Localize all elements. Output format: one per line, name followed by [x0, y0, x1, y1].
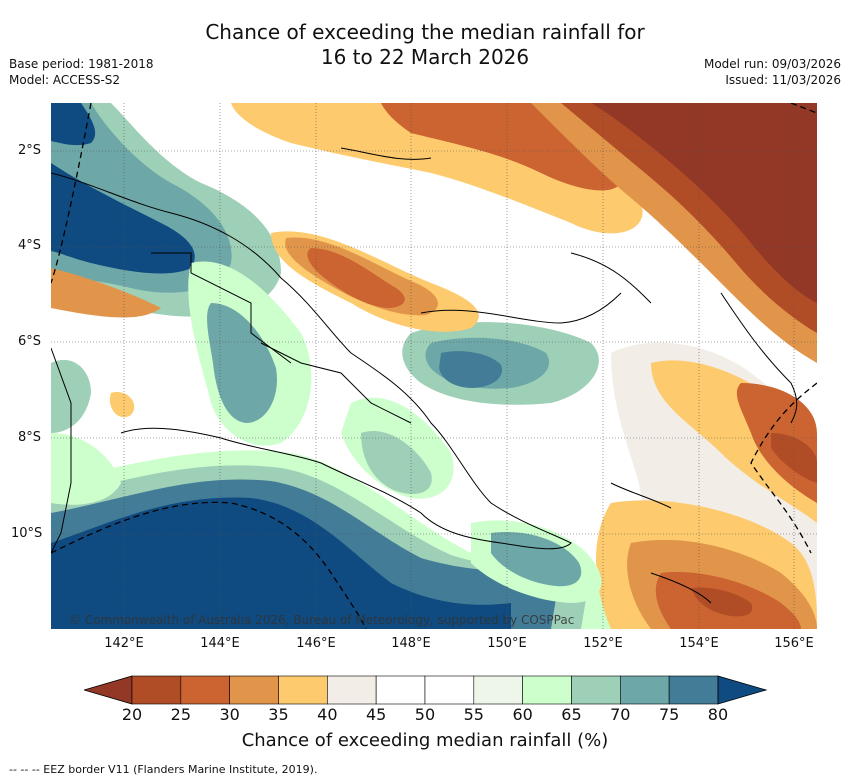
- colorbar-title: Chance of exceeding median rainfall (%): [241, 730, 609, 751]
- lon-label-146e: 146°E: [296, 636, 336, 651]
- colorbar-cell: [327, 675, 377, 705]
- colorbar-tick-label: 40: [317, 705, 338, 724]
- colorbar-tick-label: 35: [268, 705, 289, 724]
- colorbar-cell: [473, 675, 523, 705]
- meta-right: Model run: 09/03/2026 Issued: 11/03/2026: [704, 56, 841, 88]
- map-canvas: [51, 103, 817, 629]
- colorbar-cell: [668, 675, 719, 705]
- colorbar-tick-label: 80: [707, 705, 729, 724]
- colorbar-under-arrow: [84, 675, 133, 705]
- colorbar-tick-label: 50: [414, 705, 436, 724]
- title-line-2: 16 to 22 March 2026: [320, 45, 530, 69]
- colorbar-cell: [375, 675, 426, 705]
- eez-footnote: -- -- -- EEZ border V11 (Flanders Marine…: [9, 763, 318, 776]
- lat-label-6s: 6°S: [18, 334, 42, 349]
- lat-label-2s: 2°S: [18, 143, 42, 158]
- colorbar-tick-label: 55: [463, 705, 484, 724]
- rainfall-map: © Commonwealth of Australia 2026, Bureau…: [51, 103, 817, 629]
- colorbar-tick-label: 45: [365, 705, 387, 724]
- colorbar-tick-label: 20: [121, 705, 143, 724]
- model-run: Model run: 09/03/2026: [703, 57, 841, 71]
- lat-label-10s: 10°S: [11, 526, 43, 541]
- lon-label-150e: 150°E: [487, 636, 527, 651]
- lat-label-8s: 8°S: [18, 430, 42, 445]
- colorbar-cell: [424, 675, 475, 705]
- map-copyright: © Commonwealth of Australia 2026, Bureau…: [69, 613, 575, 627]
- lon-label-148e: 148°E: [391, 636, 431, 651]
- colorbar-cell: [131, 675, 182, 705]
- lat-label-4s: 4°S: [18, 238, 42, 253]
- colorbar-cell: [229, 675, 279, 705]
- colorbar-cell: [180, 675, 230, 705]
- colorbar-tick-label: 75: [658, 705, 680, 724]
- colorbar-tick-label: 70: [610, 705, 631, 724]
- colorbar-tick-label: 30: [219, 705, 240, 724]
- lon-label-154e: 154°E: [679, 636, 719, 651]
- issued-date: Issued: 11/03/2026: [725, 73, 841, 87]
- colorbar-cell: [619, 675, 670, 705]
- colorbar-cell: [278, 675, 328, 705]
- model-name: Model: ACCESS-S2: [9, 73, 121, 87]
- lon-label-144e: 144°E: [200, 636, 240, 651]
- colorbar-tick-label: 65: [561, 705, 582, 724]
- lon-label-156e: 156°E: [774, 636, 814, 651]
- colorbar-over-arrow: [717, 675, 768, 705]
- colorbar-cell: [522, 675, 572, 705]
- base-period: Base period: 1981-2018: [9, 57, 154, 71]
- colorbar-tick-label: 25: [170, 705, 192, 724]
- lon-label-142e: 142°E: [104, 636, 144, 651]
- title-line-1: Chance of exceeding the median rainfall …: [205, 20, 645, 44]
- map-title: Chance of exceeding the median rainfall …: [0, 20, 850, 70]
- colorbar-cell: [571, 675, 621, 705]
- meta-left: Base period: 1981-2018 Model: ACCESS-S2: [9, 56, 154, 88]
- colorbar-tick-label: 60: [512, 705, 533, 724]
- colorbar: [84, 675, 768, 705]
- lon-label-152e: 152°E: [583, 636, 623, 651]
